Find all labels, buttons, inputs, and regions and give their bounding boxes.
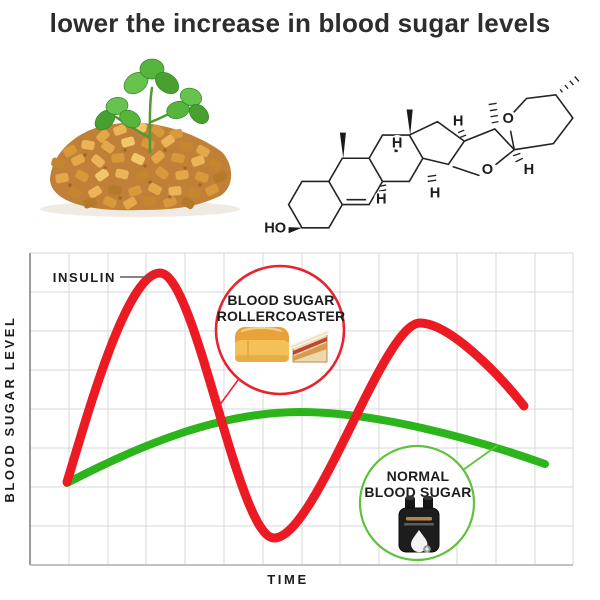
page-title: lower the increase in blood sugar levels (49, 8, 551, 38)
insulin-label: INSULIN (53, 270, 116, 285)
fenugreek-seeds-image (40, 58, 240, 217)
rollercoaster-text-line1: BLOOD SUGAR (227, 292, 334, 308)
normal-callout: NORMAL BLOOD SUGAR (358, 444, 499, 562)
normal-pointer-line (462, 444, 499, 471)
droplet-icon (411, 530, 428, 553)
oxygen-label: O (503, 111, 514, 127)
rollercoaster-text-line2: ROLLERCOASTER (217, 308, 346, 324)
supplement-device-icon (398, 496, 440, 553)
rollercoaster-callout: BLOOD SUGAR ROLLERCOASTER (214, 264, 346, 407)
cake-slice-icon (288, 330, 330, 363)
fenugreek-leaves (94, 58, 209, 154)
device-label-line (406, 517, 432, 521)
oxygen-label: O (482, 162, 493, 178)
hydrogen-label: H (376, 191, 387, 207)
hashed-bonds (378, 76, 580, 192)
rollercoaster-pointer-line (218, 379, 239, 407)
hydrogen-label: H (453, 113, 464, 129)
normal-text-line1: NORMAL (387, 468, 450, 484)
bond-skeleton (287, 93, 574, 229)
hydroxyl-label: HO (264, 221, 286, 237)
y-axis-label: BLOOD SUGAR LEVEL (2, 315, 17, 502)
x-axis-label: TIME (267, 572, 308, 587)
hydroxyl-wedge-bond (288, 227, 303, 234)
hydrogen-label: H (524, 162, 535, 178)
normal-circle (358, 444, 476, 562)
seed-texture (51, 121, 227, 210)
hydrogen-label: H (430, 185, 441, 201)
bread-loaf-icon (235, 326, 289, 362)
normal-blood-sugar-curve (63, 407, 549, 487)
normal-text-line2: BLOOD SUGAR (364, 484, 471, 500)
insulin-rollercoaster-curve (62, 268, 529, 543)
hydrogen-label: H (392, 135, 403, 151)
blood-sugar-chart: INSULIN BLOOD SUGAR ROLLERCOASTER (2, 252, 574, 587)
methyl-wedge-c13 (406, 109, 413, 136)
diosgenin-structure: HO O O H H H H H (264, 76, 580, 237)
methyl-wedge-c10 (339, 132, 346, 159)
